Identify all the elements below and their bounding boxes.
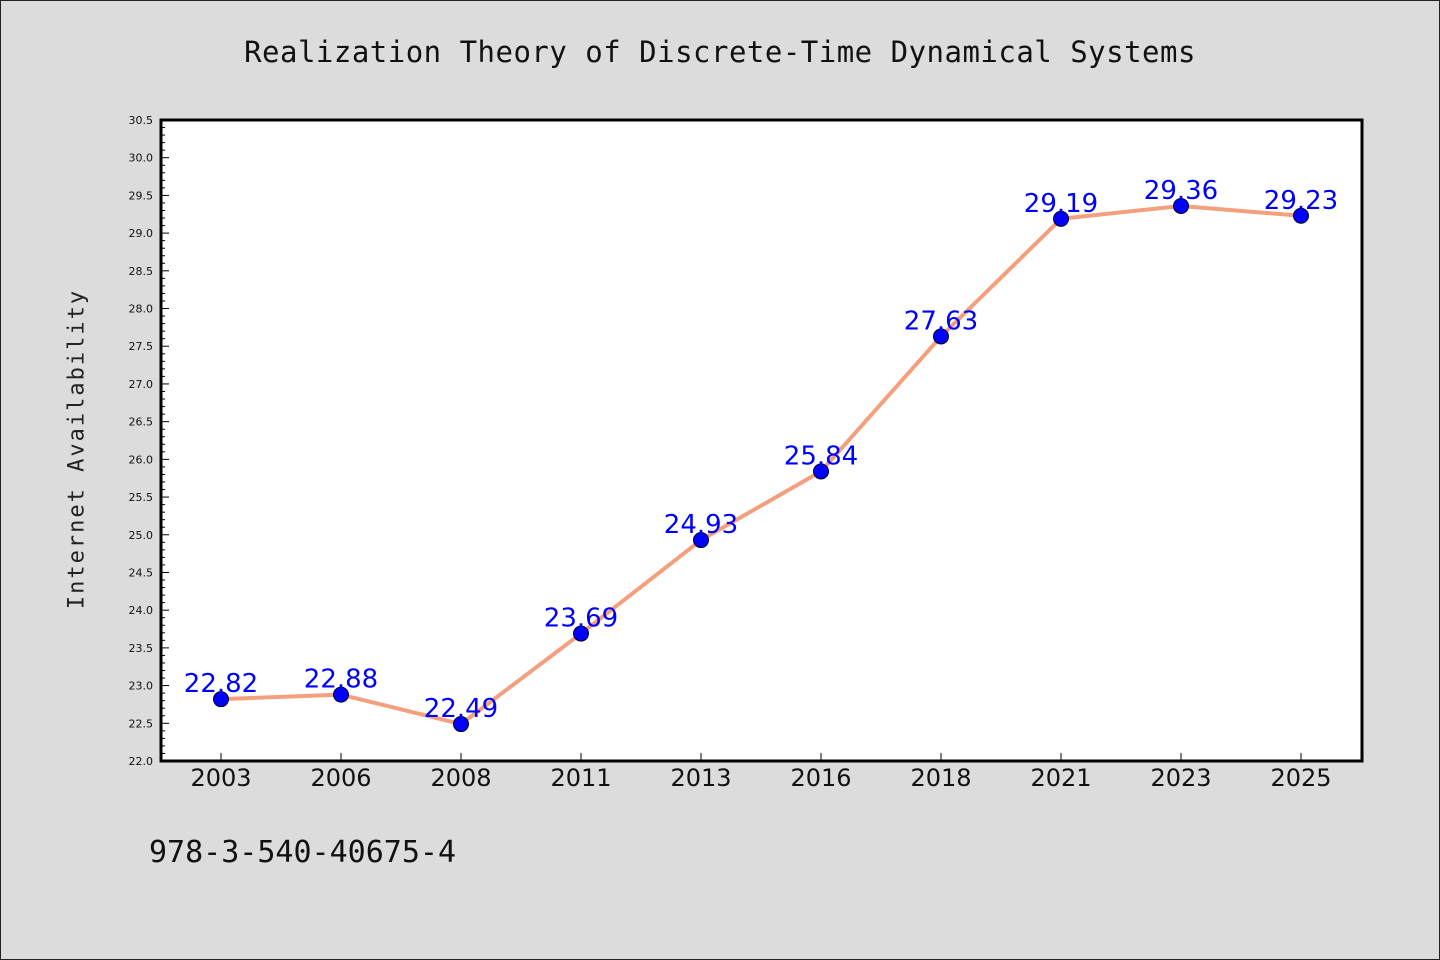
- x-tick-label: 2021: [1030, 764, 1091, 792]
- data-labels: 22.82 22.88 22.49 23.69 24.93 25.84 27.63 29.19…: [184, 176, 1338, 724]
- series-line: [219, 203, 1303, 727]
- x-tick-label: 2023: [1150, 764, 1211, 792]
- y-tick-label: 24.5: [129, 566, 154, 579]
- x-tick-label: 2025: [1270, 764, 1331, 792]
- y-tick-label: 22.0: [129, 755, 154, 768]
- y-tick-label: 23.5: [129, 642, 154, 655]
- data-points: [213, 197, 1309, 733]
- x-tick-label: 2008: [430, 764, 491, 792]
- data-point: [1173, 197, 1189, 214]
- y-tick-label: 22.5: [129, 717, 154, 730]
- data-point: [693, 532, 709, 549]
- y-axis-ticks: 22.0 22.5 23.0 23.5 24.0 24.5 25.0 25.5 26.0 26.5…: [129, 114, 169, 768]
- data-point: [933, 328, 949, 345]
- x-tick-label: 2013: [670, 764, 731, 792]
- y-tick-label: 26.5: [129, 416, 154, 429]
- y-tick-label: 27.5: [129, 340, 154, 353]
- y-tick-label: 30.5: [129, 114, 154, 127]
- data-point: [453, 716, 469, 733]
- data-label: 23.69: [544, 604, 618, 634]
- data-point: [333, 686, 349, 703]
- y-tick-label: 28.0: [129, 303, 154, 316]
- data-label: 29.23: [1264, 186, 1338, 216]
- data-label: 29.19: [1024, 189, 1098, 219]
- y-tick-label: 29.0: [129, 227, 154, 240]
- chart-title: Realization Theory of Discrete-Time Dyna…: [244, 35, 1196, 69]
- y-tick-label: 25.0: [129, 529, 154, 542]
- y-tick-label: 29.5: [129, 189, 154, 202]
- data-label: 22.82: [184, 669, 258, 699]
- x-tick-label: 2011: [550, 764, 611, 792]
- data-point: [813, 463, 829, 480]
- data-point: [573, 625, 589, 642]
- data-label: 22.49: [424, 694, 498, 724]
- y-tick-label: 25.5: [129, 491, 154, 504]
- data-point: [213, 691, 229, 708]
- footer-code: 978-3-540-40675-4: [149, 835, 457, 870]
- x-axis-ticks: 2003 2006 2008 2011 2013 2016 2018 2021 2023 2025: [190, 753, 1332, 792]
- y-tick-label: 23.0: [129, 680, 154, 693]
- x-tick-label: 2018: [910, 764, 971, 792]
- data-point: [1053, 210, 1069, 227]
- series-line-group: [219, 203, 1303, 727]
- data-label: 22.88: [304, 665, 378, 695]
- plot-area: [159, 118, 1364, 763]
- data-label: 24.93: [664, 510, 738, 540]
- y-tick-label: 24.0: [129, 604, 154, 617]
- x-tick-label: 2003: [190, 764, 251, 792]
- y-tick-label: 28.5: [129, 265, 154, 278]
- data-point: [1293, 207, 1309, 224]
- data-label: 29.36: [1144, 176, 1218, 206]
- y-tick-label: 26.0: [129, 453, 154, 466]
- data-label: 25.84: [784, 441, 858, 471]
- data-label: 27.63: [904, 306, 978, 336]
- y-tick-label: 30.0: [129, 152, 154, 165]
- x-tick-label: 2006: [310, 764, 371, 792]
- x-tick-label: 2016: [790, 764, 851, 792]
- y-tick-label: 27.0: [129, 378, 154, 391]
